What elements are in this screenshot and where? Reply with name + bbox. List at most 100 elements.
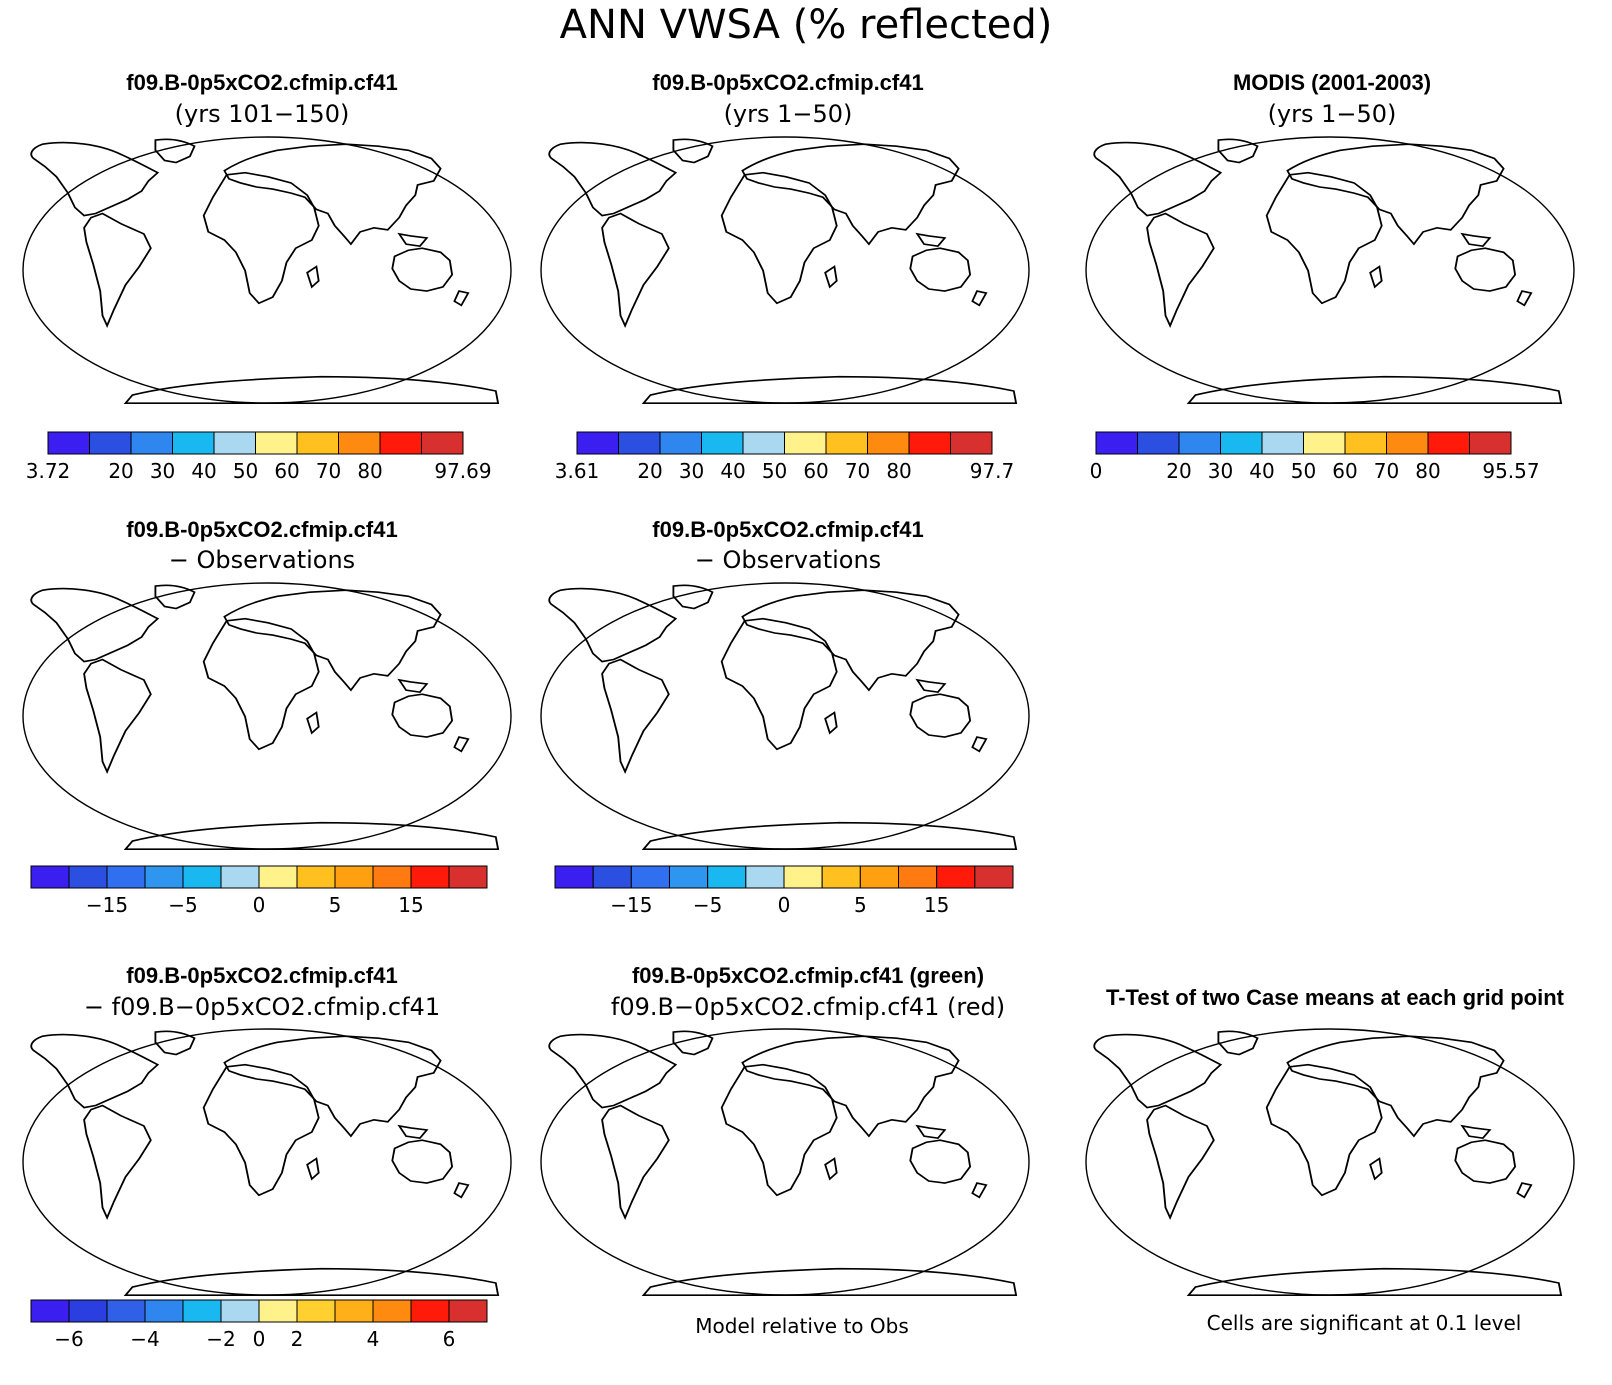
colorbar-swatch — [867, 431, 910, 455]
colorbar-tick-label: 50 — [1291, 459, 1316, 483]
map-frame — [1085, 1028, 1575, 1297]
panel-title: MODIS (2001-2003) — [1233, 70, 1431, 95]
map-panel-8: T-Test of two Case means at each grid po… — [1085, 985, 1575, 1297]
colorbar-tick-label: 97.69 — [434, 459, 491, 483]
panel-title: f09.B-0p5xCO2.cfmip.cf41 — [126, 70, 397, 95]
map-frame — [540, 136, 1030, 405]
colorbar-swatch — [334, 1299, 374, 1323]
colorbar-tick-label: 15 — [924, 893, 949, 917]
colorbar-tick-label: 15 — [398, 893, 423, 917]
colorbar-3: 0 20 30 40 50 60 70 80 95.57 — [1090, 431, 1540, 483]
colorbar-swatch — [898, 865, 938, 889]
colorbar-tick-label: −4 — [130, 1327, 159, 1351]
colorbar-swatch — [1261, 431, 1304, 455]
colorbar-swatch — [30, 865, 70, 889]
colorbar-swatch — [258, 1299, 298, 1323]
colorbar-swatch — [220, 865, 260, 889]
colorbar-tick-label: 80 — [1415, 459, 1440, 483]
colorbar-swatch — [106, 865, 146, 889]
map-panel-2: f09.B-0p5xCO2.cfmip.cf41 (yrs 1−50) — [540, 70, 1030, 405]
colorbar-tick-label: 40 — [191, 459, 216, 483]
footnote-model-relative: Model relative to Obs — [695, 1314, 909, 1338]
colorbar-tick-label: 0 — [1090, 459, 1103, 483]
colorbar-tick-label: 30 — [679, 459, 704, 483]
colorbar-tick-label: 0 — [778, 893, 791, 917]
colorbar-2: 3.61 20 30 40 50 60 70 80 97.7 — [555, 431, 1015, 483]
colorbar-tick-label: 40 — [720, 459, 745, 483]
colorbar-tick-label: 60 — [803, 459, 828, 483]
colorbar-1: 3.72 20 30 40 50 60 70 80 97.69 — [26, 431, 492, 483]
colorbar-swatch — [68, 1299, 108, 1323]
colorbar-tick-label: 3.72 — [26, 459, 71, 483]
colorbar-swatch — [1469, 431, 1512, 455]
colorbar-tick-label: −6 — [54, 1327, 83, 1351]
colorbar-swatch — [1344, 431, 1387, 455]
colorbar-tick-label: 20 — [108, 459, 133, 483]
colorbar-swatch — [334, 865, 374, 889]
panel-title: T-Test of two Case means at each grid po… — [1106, 985, 1565, 1010]
colorbar-swatch — [296, 431, 339, 455]
colorbar-tick-label: 70 — [845, 459, 870, 483]
colorbar-swatch — [47, 431, 90, 455]
colorbar-tick-label: −15 — [86, 893, 128, 917]
colorbar-swatch — [859, 865, 899, 889]
colorbar-tick-label: −2 — [206, 1327, 235, 1351]
colorbar-tick-label: 2 — [291, 1327, 304, 1351]
colorbar-swatch — [592, 865, 632, 889]
colorbar-tick-label: 40 — [1249, 459, 1274, 483]
colorbar-swatch — [89, 431, 132, 455]
colorbar-swatch — [783, 865, 823, 889]
map-frame — [22, 1028, 512, 1297]
colorbar-swatch — [296, 865, 336, 889]
panel-subtitle: (yrs 1−50) — [724, 100, 853, 128]
colorbar-swatch — [220, 1299, 260, 1323]
colorbar-tick-label: 95.57 — [1482, 459, 1539, 483]
colorbar-tick-label: 5 — [329, 893, 342, 917]
colorbar-swatch — [130, 431, 173, 455]
colorbar-swatch — [410, 1299, 450, 1323]
panel-subtitle: − f09.B−0p5xCO2.cfmip.cf41 — [84, 993, 440, 1021]
colorbar-tick-label: 5 — [854, 893, 867, 917]
colorbar-swatch — [745, 865, 785, 889]
colorbar-swatch — [448, 1299, 488, 1323]
map-panel-1: f09.B-0p5xCO2.cfmip.cf41 (yrs 101−150) — [22, 70, 512, 405]
colorbar-tick-label: 4 — [367, 1327, 380, 1351]
map-panel-5: f09.B-0p5xCO2.cfmip.cf41 − Observations — [540, 517, 1030, 851]
map-frame — [22, 582, 512, 851]
colorbar-tick-label: 97.7 — [970, 459, 1015, 483]
map-panel-4: f09.B-0p5xCO2.cfmip.cf41 − Observations — [22, 517, 512, 851]
panel-title: f09.B-0p5xCO2.cfmip.cf41 (green) — [632, 963, 984, 988]
colorbar-swatch — [1303, 431, 1346, 455]
colorbar-swatch — [448, 865, 488, 889]
panel-subtitle: (yrs 1−50) — [1268, 100, 1397, 128]
colorbar-5: −15 −5 0 5 15 — [554, 865, 1014, 917]
colorbar-tick-label: 80 — [357, 459, 382, 483]
figure-title: ANN VWSA (% reflected) — [560, 2, 1053, 48]
colorbar-tick-label: 20 — [1166, 459, 1191, 483]
panel-title: f09.B-0p5xCO2.cfmip.cf41 — [126, 517, 397, 542]
colorbar-swatch — [707, 865, 747, 889]
colorbar-swatch — [1137, 431, 1180, 455]
colorbar-swatch — [936, 865, 976, 889]
map-border — [540, 582, 1030, 850]
colorbar-tick-label: 6 — [443, 1327, 456, 1351]
colorbar-swatch — [410, 865, 450, 889]
map-border — [22, 1028, 512, 1296]
colorbar-tick-label: 60 — [274, 459, 299, 483]
colorbar-swatch — [821, 865, 861, 889]
colorbar-swatch — [669, 865, 709, 889]
colorbar-swatch — [908, 431, 951, 455]
colorbar-6: −6 −4 −2 0 2 4 6 — [30, 1299, 488, 1351]
map-panel-6: f09.B-0p5xCO2.cfmip.cf41 − f09.B−0p5xCO2.… — [22, 963, 512, 1297]
map-border — [540, 136, 1030, 404]
panel-subtitle: − Observations — [169, 546, 355, 574]
colorbar-tick-label: 0 — [253, 893, 266, 917]
map-border — [22, 136, 512, 404]
colorbar-swatch — [554, 865, 594, 889]
panel-title: f09.B-0p5xCO2.cfmip.cf41 — [126, 963, 397, 988]
colorbar-swatch — [659, 431, 702, 455]
map-border — [1085, 1028, 1575, 1296]
colorbar-swatch — [296, 1299, 336, 1323]
colorbar-swatch — [213, 431, 256, 455]
colorbar-tick-label: −15 — [610, 893, 652, 917]
